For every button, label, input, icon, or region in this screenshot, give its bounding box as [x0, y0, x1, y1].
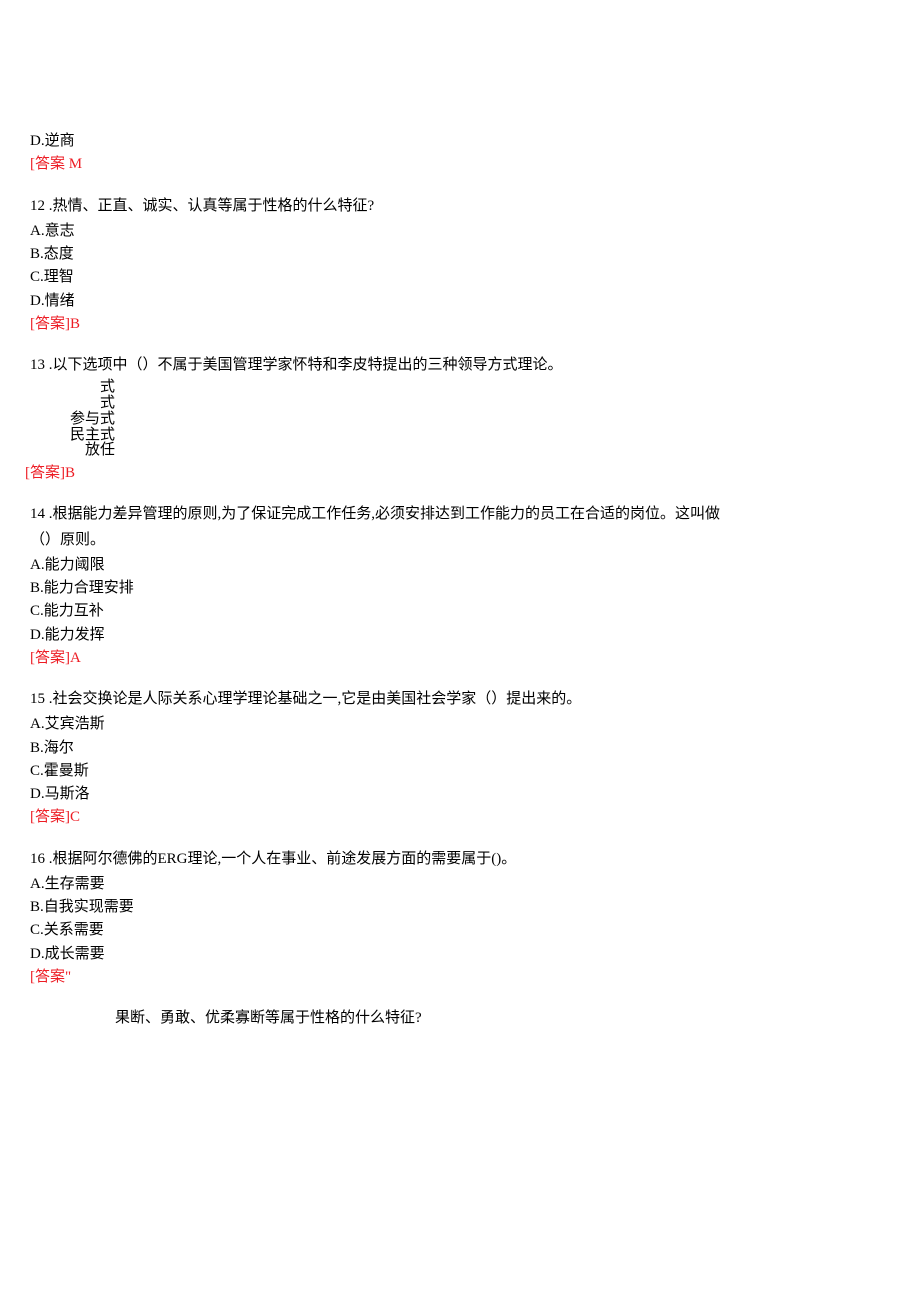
q13-vline3: 参与式 [70, 412, 890, 428]
question-15: 15 .社会交换论是人际关系心理学理论基础之一,它是由美国社会学家（）提出来的。… [30, 688, 890, 830]
q16-answer: [答案" [30, 966, 890, 989]
q12-option-c: C.理智 [30, 266, 890, 289]
q13-vline5: 放任 [85, 443, 890, 459]
q13-answer: [答案]B [25, 462, 890, 485]
question-13: 13 .以下选项中（）不属于美国管理学家怀特和李皮特提出的三种领导方式理论。 式… [30, 354, 890, 485]
q16-option-b: B.自我实现需要 [30, 896, 890, 919]
q16-option-a: A.生存需要 [30, 873, 890, 896]
question-11-partial: D.逆商 [答案 M [30, 130, 890, 177]
q15-stem: 15 .社会交换论是人际关系心理学理论基础之一,它是由美国社会学家（）提出来的。 [30, 688, 890, 711]
q16-option-d: D.成长需要 [30, 943, 890, 966]
q16-option-c: C.关系需要 [30, 919, 890, 942]
q15-option-b: B.海尔 [30, 737, 890, 760]
q13-vline2: 式 [100, 396, 890, 412]
q12-option-b: B.态度 [30, 243, 890, 266]
q15-answer: [答案]C [30, 806, 890, 829]
question-17-partial: 果断、勇敢、优柔寡断等属于性格的什么特征? [115, 1007, 890, 1030]
q11-answer: [答案 M [30, 153, 890, 176]
q17-stem: 果断、勇敢、优柔寡断等属于性格的什么特征? [115, 1007, 890, 1030]
q13-vline1: 式 [100, 380, 890, 396]
q14-option-d: D.能力发挥 [30, 624, 890, 647]
q14-stem-line1: 14 .根据能力差异管理的原则,为了保证完成工作任务,必须安排达到工作能力的员工… [30, 503, 890, 526]
q14-stem-line2: （）原则。 [30, 529, 890, 552]
q14-option-b: B.能力合理安排 [30, 577, 890, 600]
q12-option-d: D.情绪 [30, 290, 890, 313]
q14-answer: [答案]A [30, 647, 890, 670]
q15-option-a: A.艾宾浩斯 [30, 713, 890, 736]
q12-answer: [答案]B [30, 313, 890, 336]
question-16: 16 .根据阿尔德佛的ERG理论,一个人在事业、前途发展方面的需要属于()。 A… [30, 848, 890, 990]
q13-vline4: 民主式 [70, 428, 890, 444]
q11-option-d: D.逆商 [30, 130, 890, 153]
q12-stem: 12 .热情、正直、诚实、认真等属于性格的什么特征? [30, 195, 890, 218]
q15-option-c: C.霍曼斯 [30, 760, 890, 783]
q14-option-a: A.能力阈限 [30, 554, 890, 577]
question-12: 12 .热情、正直、诚实、认真等属于性格的什么特征? A.意志 B.态度 C.理… [30, 195, 890, 337]
q13-vertical-options: 式 式 参与式 民主式 放任 [85, 380, 890, 459]
q13-stem: 13 .以下选项中（）不属于美国管理学家怀特和李皮特提出的三种领导方式理论。 [30, 354, 890, 377]
question-14: 14 .根据能力差异管理的原则,为了保证完成工作任务,必须安排达到工作能力的员工… [30, 503, 890, 670]
q12-option-a: A.意志 [30, 220, 890, 243]
q15-option-d: D.马斯洛 [30, 783, 890, 806]
q14-option-c: C.能力互补 [30, 600, 890, 623]
q16-stem: 16 .根据阿尔德佛的ERG理论,一个人在事业、前途发展方面的需要属于()。 [30, 848, 890, 871]
